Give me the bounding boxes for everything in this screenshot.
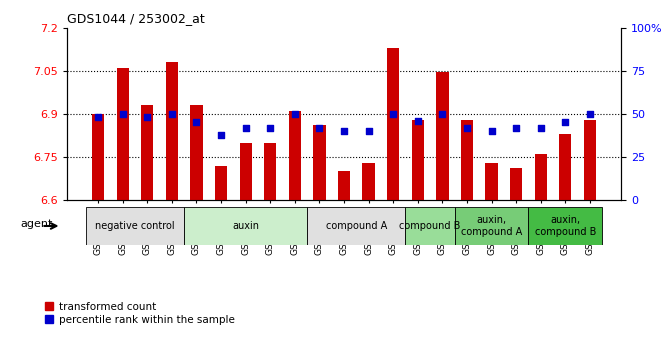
Bar [338,171,350,200]
Bar [86,207,184,245]
Bar [307,207,405,245]
Bar [363,163,375,200]
Bar [534,154,547,200]
Point [486,128,497,134]
Bar [510,168,522,200]
Bar [215,166,227,200]
Text: agent: agent [20,219,52,229]
Bar [264,142,277,200]
Text: GDS1044 / 253002_at: GDS1044 / 253002_at [67,12,204,25]
Point [118,111,128,117]
Bar [117,68,129,200]
Bar [411,120,424,200]
Legend: transformed count, percentile rank within the sample: transformed count, percentile rank withi… [45,302,234,325]
Bar [190,105,202,200]
Bar [184,207,307,245]
Point [191,120,202,125]
Point [560,120,570,125]
Bar [461,120,473,200]
Point [584,111,595,117]
Bar [141,105,154,200]
Point [339,128,349,134]
Bar [387,48,399,200]
Point [93,115,104,120]
Point [535,125,546,130]
Bar [240,142,252,200]
Bar [559,134,571,200]
Point [142,115,153,120]
Text: compound A: compound A [326,221,387,231]
Point [437,111,448,117]
Point [511,125,522,130]
Bar [289,111,301,200]
Bar [436,72,448,200]
Text: compound B: compound B [399,221,461,231]
Point [166,111,177,117]
Text: auxin: auxin [232,221,259,231]
Point [363,128,374,134]
Point [412,118,423,124]
Bar [405,207,455,245]
Bar [92,114,104,200]
Bar [166,62,178,200]
Text: auxin,
compound B: auxin, compound B [534,215,596,237]
Bar [486,163,498,200]
Point [240,125,251,130]
Point [289,111,300,117]
Bar [584,120,596,200]
Bar [528,207,602,245]
Text: auxin,
compound A: auxin, compound A [461,215,522,237]
Bar [455,207,528,245]
Point [265,125,276,130]
Point [388,111,399,117]
Point [216,132,226,137]
Bar [313,125,325,200]
Point [462,125,472,130]
Point [314,125,325,130]
Text: negative control: negative control [96,221,175,231]
